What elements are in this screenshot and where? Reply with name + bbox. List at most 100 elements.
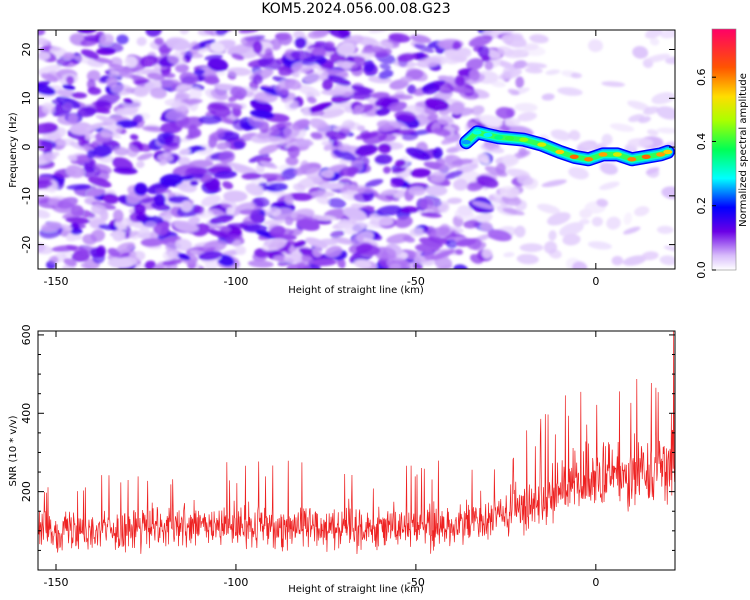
- heatmap-cell: [174, 238, 193, 252]
- heatmap-cell: [296, 218, 320, 231]
- heatmap-cell: [259, 160, 278, 169]
- heatmap-cell: [91, 204, 107, 215]
- heatmap-cell: [159, 173, 184, 187]
- heatmap-cell: [222, 181, 234, 190]
- heatmap-cell: [210, 88, 229, 101]
- heatmap-cell: [641, 251, 659, 261]
- heatmap-cell: [38, 138, 54, 152]
- heatmap-cell: [599, 181, 620, 191]
- heatmap-cell: [178, 156, 191, 167]
- heatmap-cell: [454, 75, 465, 87]
- heatmap-cell: [140, 238, 164, 247]
- heatmap-cell: [161, 72, 176, 78]
- heatmap-cell: [86, 69, 101, 82]
- spectrogram-x-ticks: -150 -100 -50 0: [44, 30, 599, 288]
- heatmap-cell: [98, 224, 118, 231]
- heatmap-cell: [242, 213, 265, 225]
- heatmap-cell: [400, 76, 413, 83]
- heatmap-cell: [601, 81, 626, 87]
- ridge-peak: [505, 136, 514, 141]
- ridge-peak: [494, 135, 504, 140]
- heatmap-cell: [388, 101, 408, 112]
- ridge-peak: [663, 149, 673, 155]
- heatmap-cell: [63, 52, 75, 60]
- heatmap-cell: [327, 74, 351, 86]
- heatmap-cell: [126, 145, 139, 158]
- heatmap-cell: [38, 151, 60, 161]
- heatmap-cell: [409, 227, 426, 237]
- heatmap-cell: [516, 253, 539, 265]
- heatmap-cell: [263, 219, 285, 226]
- heatmap-cell: [61, 224, 73, 231]
- heatmap-cell: [157, 153, 174, 162]
- heatmap-cell: [199, 175, 213, 183]
- heatmap-cell: [645, 167, 660, 175]
- heatmap-cell: [470, 105, 485, 116]
- heatmap-cell: [189, 87, 202, 100]
- heatmap-cell: [175, 91, 191, 100]
- heatmap-cell: [378, 69, 394, 80]
- heatmap-cell: [479, 114, 503, 128]
- heatmap-cell: [423, 161, 446, 169]
- spectrogram-xlabel: Height of straight line (km): [288, 285, 424, 296]
- heatmap-cell: [503, 252, 515, 258]
- heatmap-cell: [248, 153, 270, 163]
- heatmap-cell: [264, 47, 273, 57]
- heatmap-cell: [57, 197, 78, 209]
- heatmap-cell: [519, 243, 544, 253]
- heatmap-cell: [401, 132, 419, 141]
- heatmap-cell: [495, 30, 518, 35]
- heatmap-cell: [38, 122, 59, 134]
- heatmap-cell: [311, 215, 337, 221]
- heatmap-cell: [275, 83, 290, 97]
- ridge-peak: [569, 154, 579, 159]
- heatmap-cell: [184, 50, 193, 60]
- ridge-peak: [627, 157, 637, 162]
- heatmap-cell: [388, 120, 408, 130]
- heatmap-cell: [232, 240, 241, 248]
- heatmap-cell: [330, 230, 345, 238]
- heatmap-cell: [102, 193, 119, 204]
- ridge-peak: [612, 152, 622, 157]
- heatmap-cell: [179, 71, 199, 86]
- heatmap-cell: [258, 144, 280, 155]
- heatmap-cell: [297, 84, 321, 97]
- heatmap-cell: [451, 158, 473, 166]
- heatmap-cell: [472, 241, 487, 251]
- heatmap-cell: [477, 45, 490, 58]
- heatmap-cell: [226, 207, 235, 216]
- heatmap-cell: [427, 236, 451, 245]
- heatmap-cell: [179, 116, 204, 129]
- heatmap-cell: [529, 34, 549, 44]
- heatmap-cell: [142, 125, 166, 133]
- heatmap-cell: [481, 55, 491, 62]
- x-tick-label: -100: [223, 576, 248, 589]
- heatmap-cell: [48, 255, 59, 265]
- heatmap-cell: [471, 201, 494, 210]
- heatmap-cell: [293, 30, 306, 40]
- heatmap-cell: [38, 83, 56, 96]
- heatmap-cell: [456, 47, 472, 56]
- heatmap-cell: [223, 190, 248, 203]
- heatmap-cell: [429, 226, 451, 238]
- heatmap-cell: [661, 186, 675, 200]
- heatmap-cell: [454, 208, 475, 220]
- heatmap-cell: [570, 72, 582, 79]
- heatmap-cell: [495, 163, 507, 175]
- heatmap-cell: [665, 56, 675, 65]
- heatmap-cell: [609, 123, 635, 132]
- heatmap-cell: [144, 220, 157, 229]
- heatmap-cell: [77, 137, 87, 147]
- heatmap-cell: [502, 154, 518, 166]
- heatmap-cell: [482, 248, 493, 259]
- heatmap-cell: [646, 129, 659, 136]
- heatmap-cell: [651, 92, 675, 105]
- heatmap-cell: [376, 205, 402, 217]
- heatmap-cell: [71, 92, 88, 99]
- snr-series-line: [38, 331, 675, 555]
- heatmap-cell: [284, 99, 299, 112]
- heatmap-cell: [136, 36, 147, 47]
- heatmap-cell: [239, 209, 261, 215]
- heatmap-cell: [455, 238, 477, 247]
- heatmap-cell: [230, 86, 248, 99]
